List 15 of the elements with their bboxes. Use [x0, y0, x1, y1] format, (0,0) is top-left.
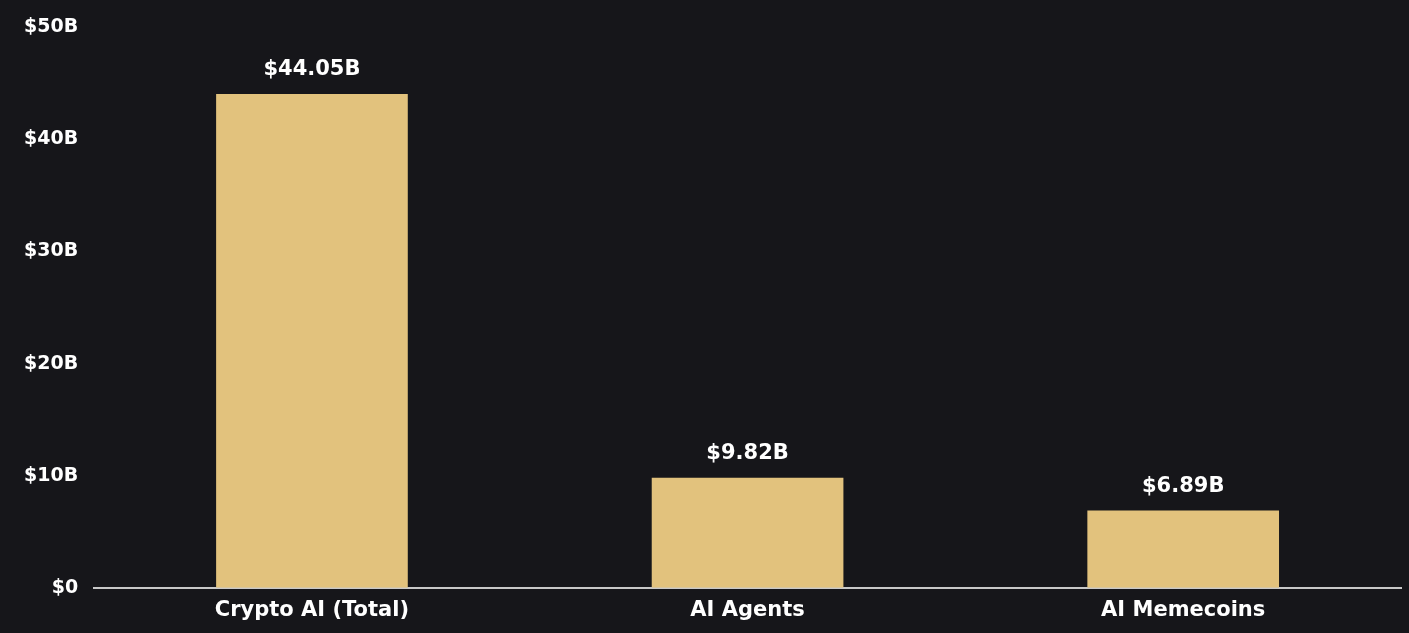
- data-label: $44.05B: [263, 56, 361, 81]
- y-tick-label: $30B: [23, 238, 79, 261]
- bar: [651, 477, 844, 588]
- data-label: $6.89B: [1141, 472, 1225, 497]
- x-tick-label: Crypto AI (Total): [214, 596, 410, 621]
- x-tick-label: AI Memecoins: [1101, 596, 1266, 621]
- bar: [1087, 510, 1280, 588]
- y-tick-label: $50B: [23, 14, 79, 37]
- bar: [216, 94, 408, 588]
- data-label: $9.82B: [706, 439, 789, 464]
- y-tick-label: $40B: [23, 126, 79, 149]
- y-tick-label: $20B: [23, 350, 79, 373]
- y-tick-label: $10B: [23, 462, 79, 485]
- x-tick-label: AI Agents: [690, 596, 805, 621]
- y-tick-label: $0: [51, 574, 79, 597]
